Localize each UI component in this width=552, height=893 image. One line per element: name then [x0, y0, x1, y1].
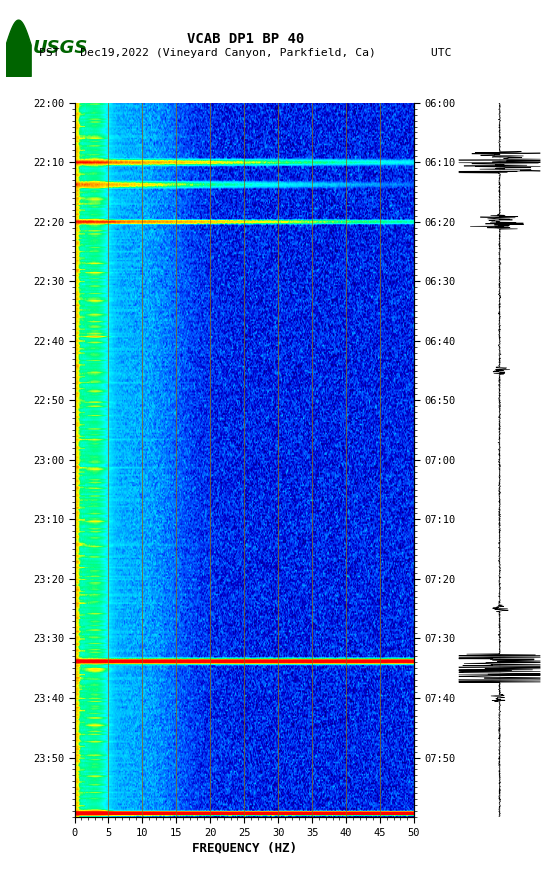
Text: VCAB DP1 BP 40: VCAB DP1 BP 40: [187, 32, 304, 46]
Text: USGS: USGS: [33, 38, 88, 57]
X-axis label: FREQUENCY (HZ): FREQUENCY (HZ): [192, 842, 297, 855]
Text: PST   Dec19,2022 (Vineyard Canyon, Parkfield, Ca)        UTC: PST Dec19,2022 (Vineyard Canyon, Parkfie…: [39, 48, 452, 58]
